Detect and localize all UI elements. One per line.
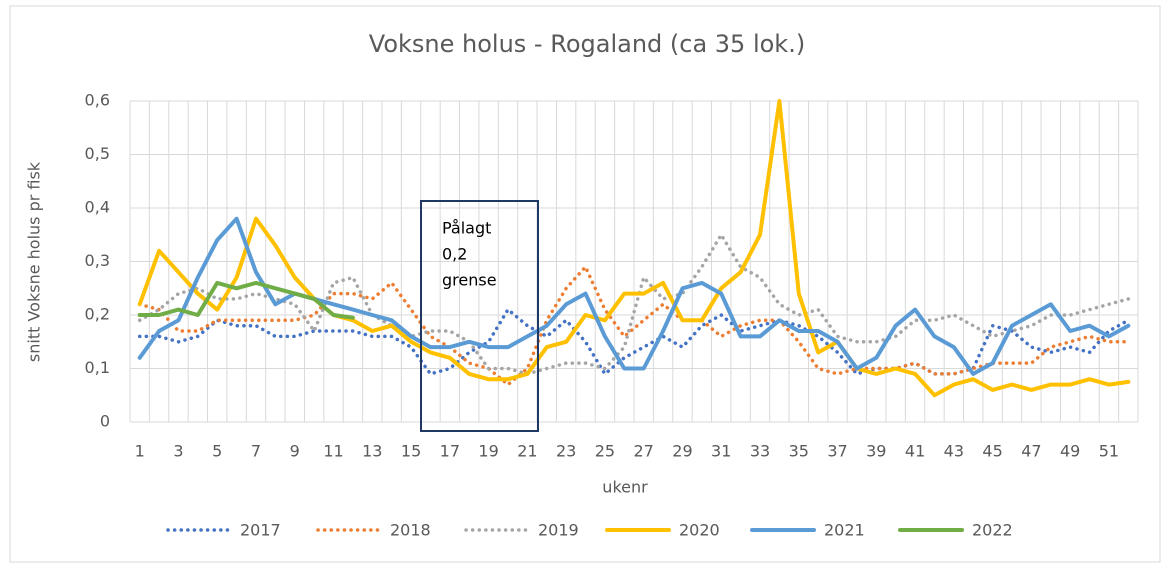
series-line xyxy=(137,233,1131,376)
x-tick-label: 39 xyxy=(866,442,886,461)
annotation-box xyxy=(420,200,539,432)
series-line xyxy=(137,99,1131,398)
legend-label: 2020 xyxy=(679,521,720,540)
x-tick-label: 33 xyxy=(750,442,770,461)
x-tick-label: 11 xyxy=(323,442,343,461)
x-tick-label: 35 xyxy=(789,442,809,461)
x-axis-label: ukenr xyxy=(602,478,648,497)
series-line xyxy=(137,307,1131,376)
legend-label: 2021 xyxy=(824,521,865,540)
y-tick-label: 0,1 xyxy=(85,358,110,377)
x-tick-label: 51 xyxy=(1099,442,1119,461)
x-tick-label: 49 xyxy=(1060,442,1080,461)
y-tick-label: 0,3 xyxy=(85,251,110,270)
y-tick-label: 0,2 xyxy=(85,305,110,324)
x-tick-label: 5 xyxy=(212,442,222,461)
legend-label: 2018 xyxy=(390,521,431,540)
series-line xyxy=(137,280,355,320)
y-tick-label: 0 xyxy=(100,412,110,431)
x-tick-label: 47 xyxy=(1021,442,1041,461)
x-tick-label: 37 xyxy=(827,442,847,461)
x-tick-label: 45 xyxy=(982,442,1002,461)
annotation-text: grense xyxy=(442,271,497,290)
annotation-text: Pålagt xyxy=(442,219,491,238)
x-tick-label: 19 xyxy=(478,442,498,461)
x-tick-label: 21 xyxy=(517,442,537,461)
x-tick-label: 17 xyxy=(440,442,460,461)
legend-label: 2017 xyxy=(240,521,281,540)
y-tick-label: 0,5 xyxy=(85,144,110,163)
x-tick-label: 27 xyxy=(634,442,654,461)
chart-title: Voksne holus - Rogaland (ca 35 lok.) xyxy=(369,30,805,58)
x-tick-label: 25 xyxy=(595,442,615,461)
x-tick-label: 9 xyxy=(290,442,300,461)
x-tick-label: 41 xyxy=(905,442,925,461)
y-tick-label: 0,4 xyxy=(85,198,110,217)
x-tick-label: 43 xyxy=(944,442,964,461)
y-tick-label: 0,6 xyxy=(85,91,110,110)
x-tick-label: 31 xyxy=(711,442,731,461)
x-tick-label: 7 xyxy=(251,442,261,461)
x-tick-label: 1 xyxy=(135,442,145,461)
x-tick-label: 3 xyxy=(173,442,183,461)
x-tick-label: 23 xyxy=(556,442,576,461)
x-tick-label: 29 xyxy=(672,442,692,461)
chart-border xyxy=(9,5,1161,563)
annotation-text: 0,2 xyxy=(442,245,467,264)
legend-label: 2019 xyxy=(538,521,579,540)
x-tick-label: 15 xyxy=(401,442,421,461)
legend-label: 2022 xyxy=(972,521,1013,540)
y-axis-label: snitt Voksne holus pr fisk xyxy=(25,161,44,362)
x-tick-label: 13 xyxy=(362,442,382,461)
